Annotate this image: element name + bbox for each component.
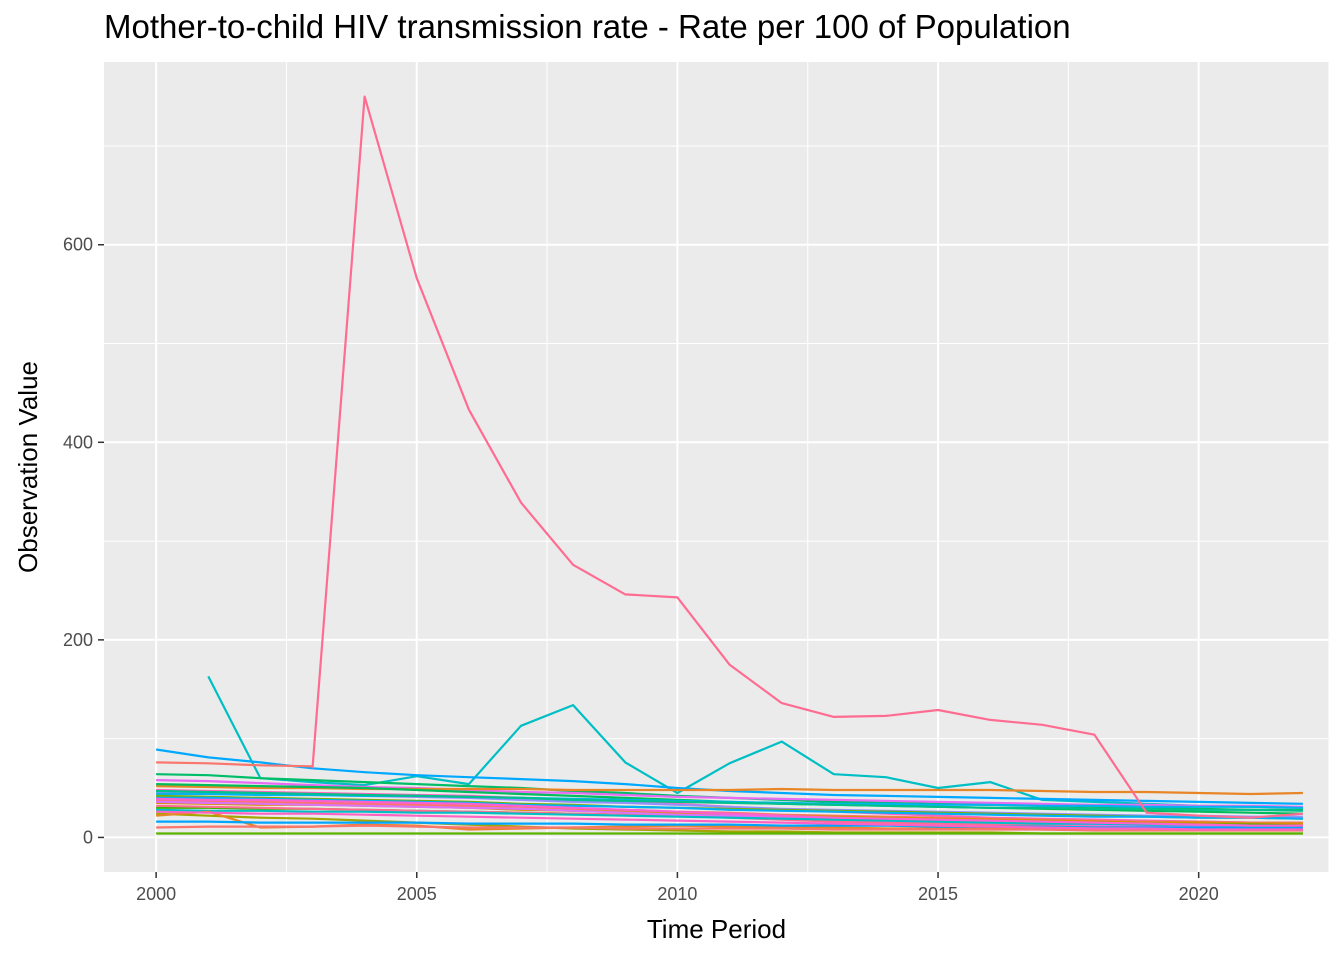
series-lines [155,95,1303,835]
series-line [156,779,1303,808]
series-line [156,810,1303,831]
series-line [156,761,313,768]
series-line [156,797,1303,827]
x-tick-label: 2015 [918,884,958,904]
axis-ticks: 2000 2005 2010 2015 2020 0 200 400 600 [63,235,1219,904]
x-tick-label: 2010 [657,884,697,904]
plot-panel [104,62,1329,872]
series-line [311,95,1303,819]
x-tick-label: 2020 [1179,884,1219,904]
series-line [156,789,1303,812]
grid-lines [104,62,1330,872]
series-line [156,824,1303,832]
series-line [207,675,1303,809]
y-tick-label: 0 [83,827,93,847]
x-axis-title: Time Period [647,914,786,944]
x-tick-label: 2000 [136,884,176,904]
y-tick-label: 400 [63,432,93,452]
y-axis-title: Observation Value [13,361,43,573]
y-tick-label: 600 [63,235,93,255]
x-tick-label: 2005 [397,884,437,904]
y-tick-label: 200 [63,630,93,650]
chart-title: Mother-to-child HIV transmission rate - … [104,8,1071,45]
